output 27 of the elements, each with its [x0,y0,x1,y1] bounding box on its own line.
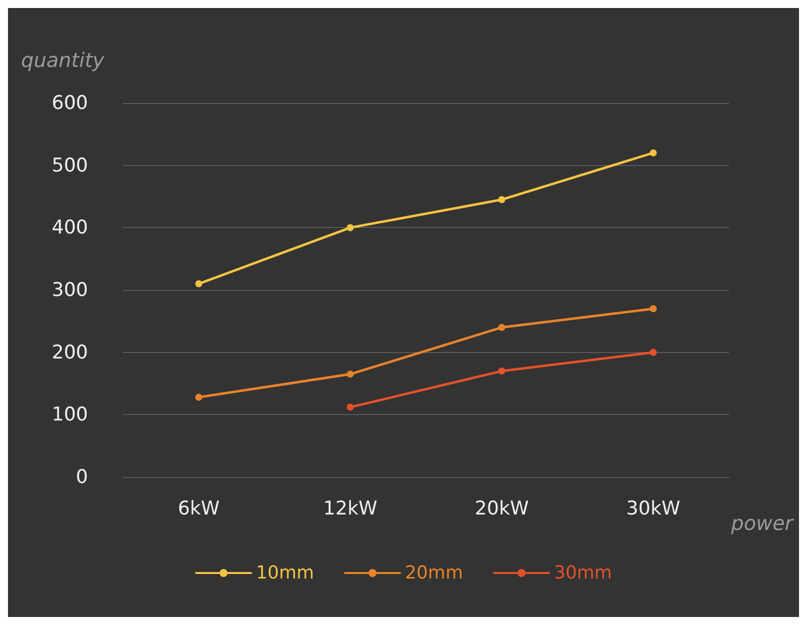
point [498,196,506,204]
point [346,404,354,411]
x-tick-label: 20kW [474,498,529,520]
legend-label: 20mm [405,562,463,584]
y-tick-label: 0 [76,466,88,488]
point [195,280,202,288]
y-tick-label: 400 [52,216,88,239]
legend-label: 30mm [554,562,612,584]
point [650,305,657,312]
point [346,370,354,378]
y-tick-label: 200 [52,341,88,364]
x-tick-label: 6kW [178,498,220,520]
y-tick-label: 300 [52,279,88,301]
y-tick-label: 100 [52,404,88,426]
x-tick-label: 30kW [626,498,680,520]
y-tick-label: 600 [52,92,88,114]
y-tick-label: 500 [52,154,88,176]
point [346,224,354,232]
point [650,149,657,156]
x-tick-label: 12kW [323,498,378,520]
point [195,394,202,401]
x-axis-title: power [730,511,795,535]
legend-label: 10mm [256,562,314,584]
point [650,348,657,356]
y-axis-title: quantity [21,48,106,72]
point [498,324,506,331]
point [498,368,506,375]
